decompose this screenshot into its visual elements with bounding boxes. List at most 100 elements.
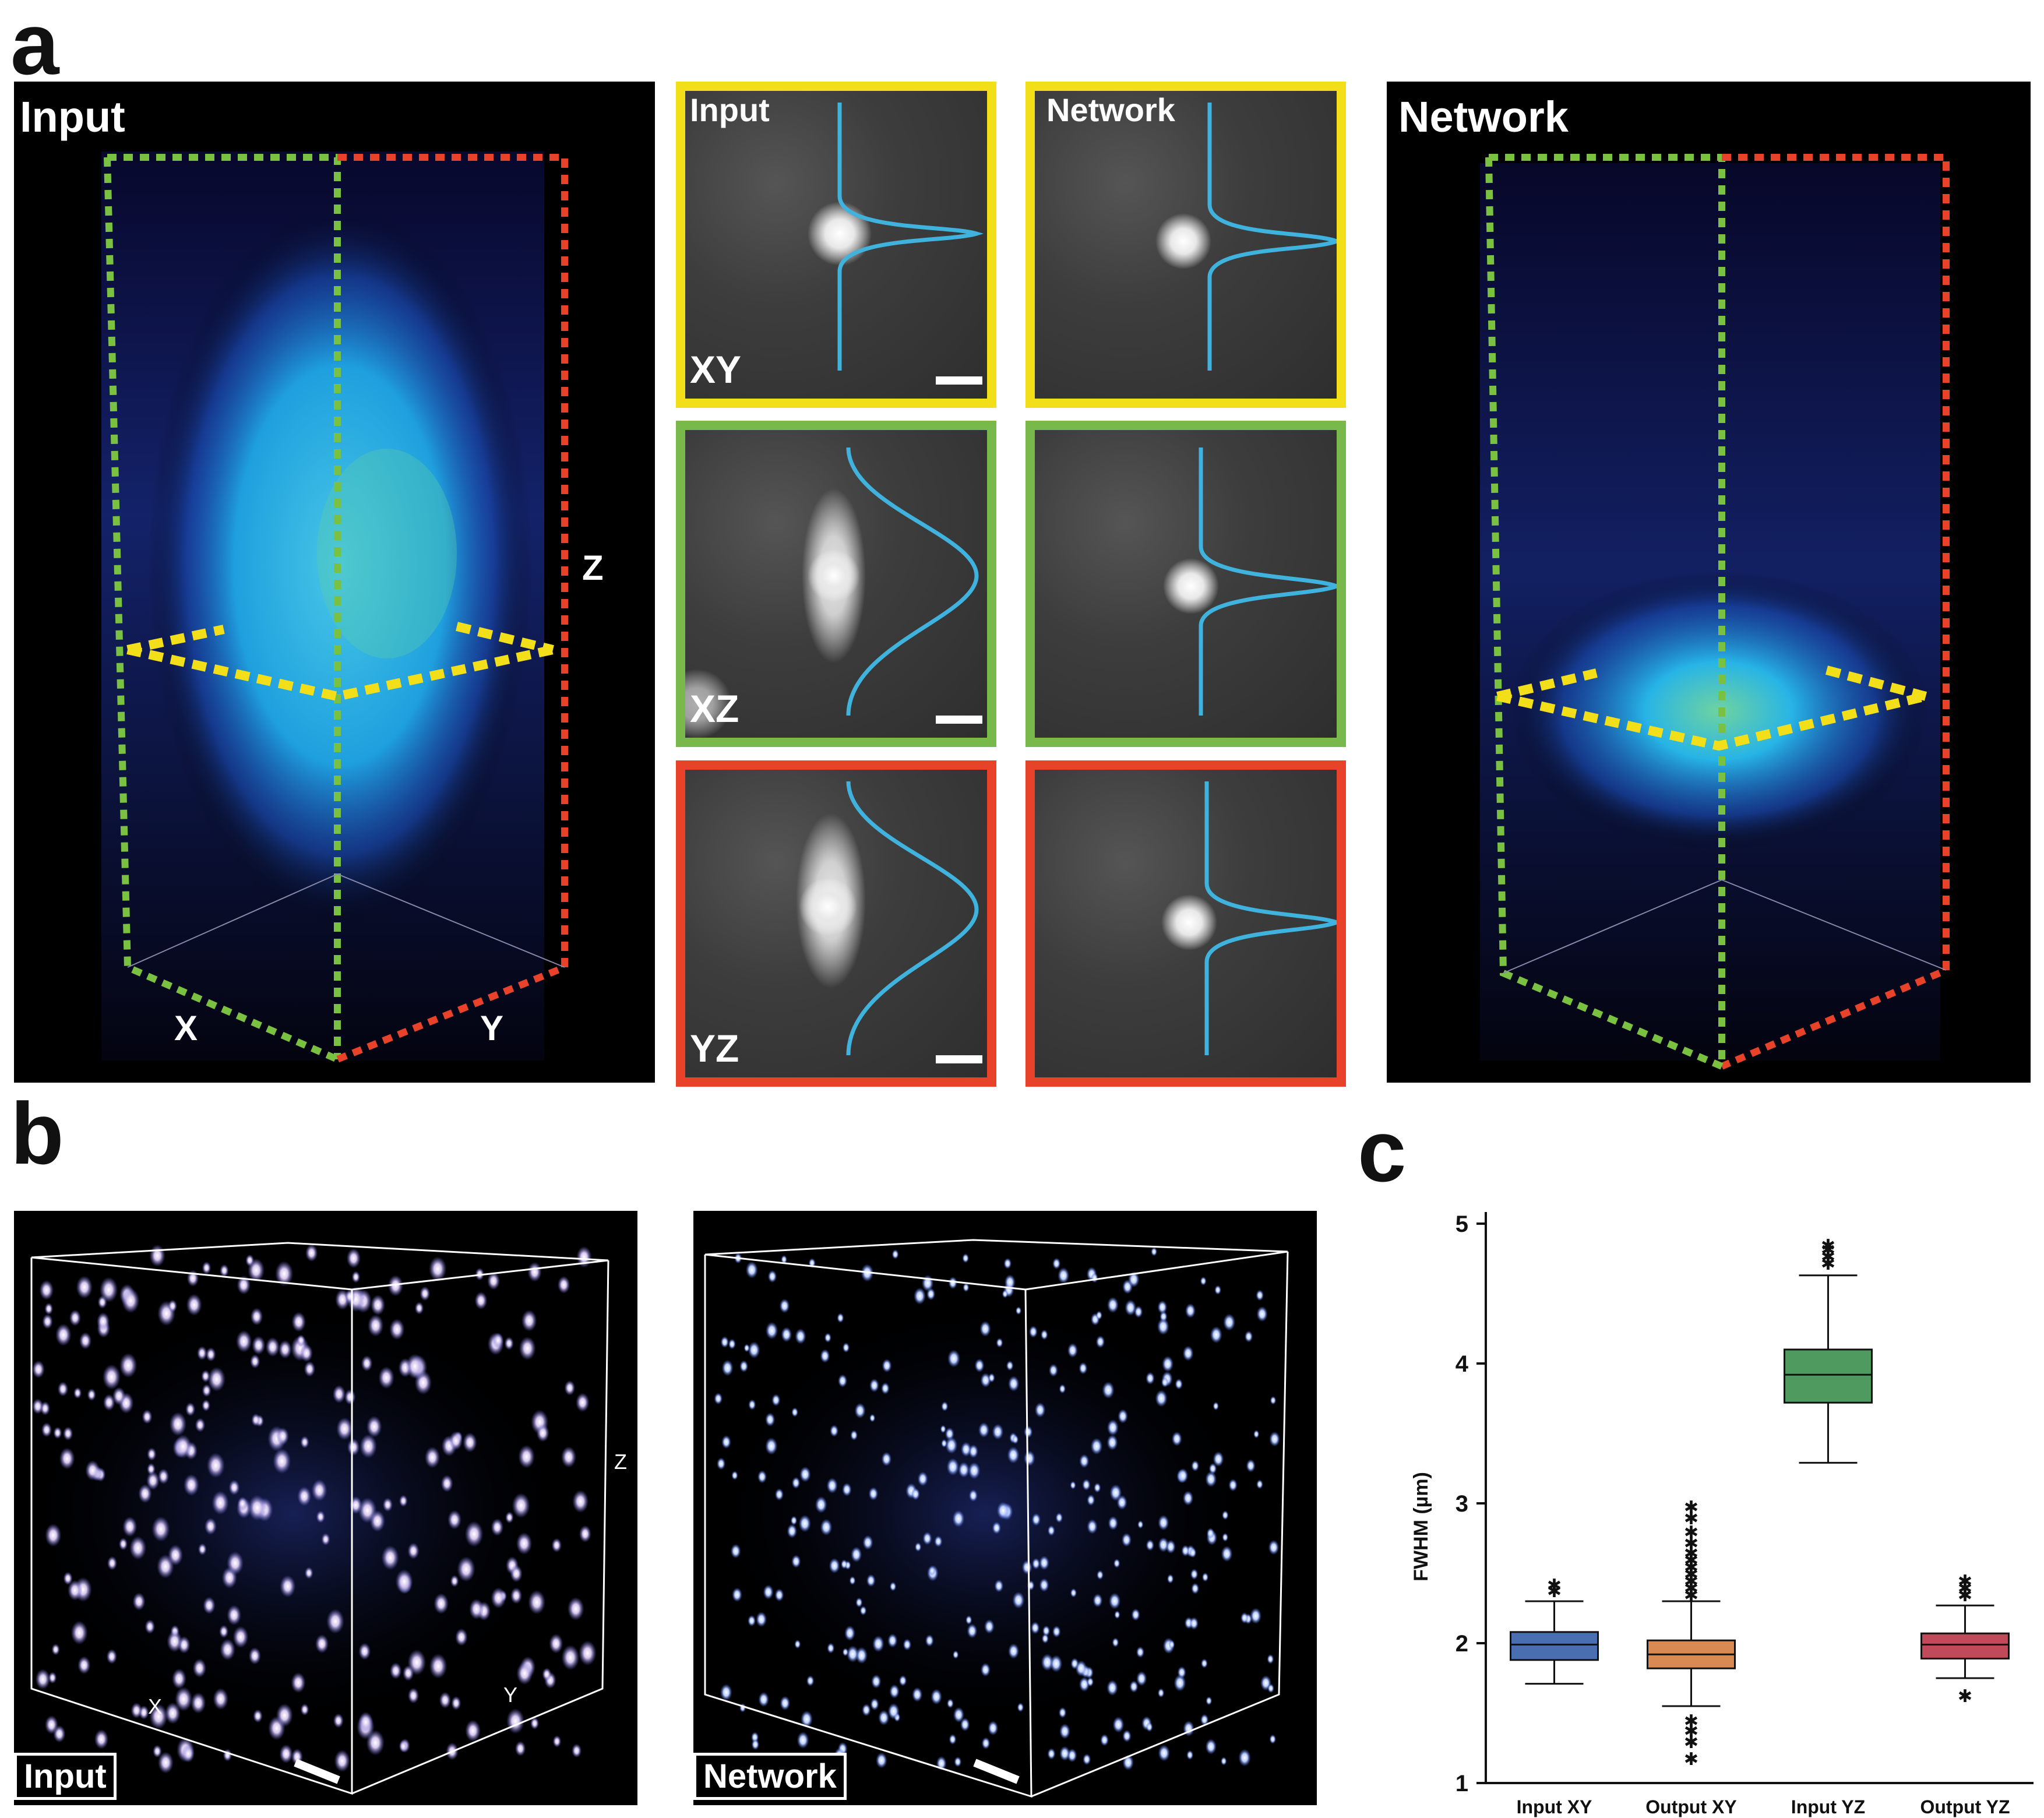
bead-spot	[407, 1542, 420, 1559]
bead-spot	[63, 1426, 73, 1441]
bead-spot	[521, 1309, 537, 1332]
bead-spot	[1151, 1247, 1158, 1256]
bead-spot	[414, 1302, 424, 1315]
bead-spot	[824, 1333, 831, 1343]
bead-spot	[1136, 1646, 1145, 1658]
bead-spot	[248, 1647, 261, 1665]
bead-spot	[59, 1447, 75, 1470]
bead-spot	[297, 1486, 312, 1506]
outlier-point: ✱	[1684, 1586, 1698, 1605]
bead-spot	[714, 1393, 723, 1405]
outlier-point: ✱	[1684, 1523, 1698, 1542]
tile-input-xz: XZ	[676, 421, 996, 747]
bead-spot	[720, 1683, 732, 1701]
bead-spot	[389, 1662, 402, 1679]
bead-spot	[366, 1415, 382, 1438]
bead-spot	[1223, 1313, 1236, 1331]
bead-spot	[45, 1523, 62, 1547]
bead-spot	[1155, 1390, 1168, 1407]
bead-spot	[1256, 1479, 1263, 1489]
bead-spot	[248, 1495, 267, 1521]
bead-spot	[1129, 1680, 1139, 1693]
bead-spot	[872, 1635, 884, 1653]
bead-spot	[826, 1478, 838, 1494]
bead-spot	[911, 1488, 920, 1500]
bead-spot	[1048, 1364, 1058, 1377]
bead-spot	[223, 1749, 232, 1761]
bead-spot	[992, 1521, 1002, 1534]
bead-spot	[85, 1460, 100, 1481]
tile-plane-xy: XY	[690, 348, 742, 391]
bead-spot	[758, 1692, 769, 1707]
bead-spot	[1083, 1753, 1091, 1766]
bead-spot	[1214, 1285, 1221, 1295]
bead-spot	[346, 1248, 361, 1269]
bead-spot	[1079, 1362, 1088, 1375]
bead-spot	[361, 1355, 373, 1372]
bead-spot	[528, 1590, 546, 1615]
tile-input-yz: YZ	[676, 760, 996, 1087]
bead-spot	[868, 1486, 879, 1501]
bead-spot	[1039, 1555, 1049, 1570]
tile-network-yz-svg	[1161, 781, 1337, 1055]
bead-spot	[745, 1261, 758, 1279]
bead-spot	[751, 1739, 760, 1750]
bead-spot	[333, 1713, 344, 1728]
bead-spot	[1031, 1621, 1040, 1634]
bead-spot	[988, 1721, 999, 1736]
bead-spot	[1047, 1748, 1056, 1760]
bead-spot	[774, 1588, 784, 1602]
bead-spot	[953, 1707, 964, 1723]
panel-letter-a: a	[10, 0, 59, 93]
bead-spot	[1267, 1683, 1274, 1693]
bead-spot	[579, 1525, 591, 1542]
bead-spot	[859, 1605, 867, 1616]
bead-spot	[779, 1298, 790, 1313]
bead-spot	[842, 1648, 849, 1657]
bead-spot	[106, 1649, 117, 1664]
bead-spot	[519, 1336, 536, 1361]
bead-spot	[1210, 1326, 1222, 1344]
bead-spot	[931, 1689, 942, 1705]
bead-spot	[250, 1354, 260, 1369]
bead-spot	[941, 1439, 947, 1448]
bead-spot	[1113, 1558, 1120, 1569]
outlier-point: ✱	[1958, 1586, 1972, 1605]
bead-spot	[889, 1581, 897, 1591]
bead-spot	[424, 1446, 440, 1468]
bead-spot	[842, 1482, 852, 1497]
outlier-point: ✱	[1821, 1255, 1835, 1274]
bead-spot	[1256, 1306, 1268, 1322]
bead-spot	[516, 1662, 533, 1685]
bead-spot	[576, 1393, 590, 1412]
bead-spot	[1040, 1329, 1048, 1340]
bead-spot	[878, 1710, 890, 1726]
bead-spot	[55, 1323, 72, 1346]
tile-network-xy-svg	[1155, 103, 1337, 371]
bead-spot	[202, 1384, 212, 1397]
bead-spot	[728, 1338, 736, 1350]
bead-spot	[406, 1354, 424, 1379]
bead-spot	[1112, 1637, 1119, 1647]
axis-y-label: Y	[480, 1009, 504, 1048]
bead-spot	[837, 1313, 844, 1323]
bead-spot	[958, 1461, 970, 1478]
bead-spot	[381, 1545, 399, 1570]
bead-spot	[253, 1709, 263, 1723]
bead-spot	[1007, 1446, 1020, 1464]
bead-spot	[1206, 1528, 1215, 1539]
bead-spot	[265, 1337, 280, 1357]
bead-spot	[112, 1387, 126, 1405]
bead-spot	[291, 1312, 306, 1332]
bead-spot	[887, 1633, 898, 1648]
bead-spot	[167, 1630, 182, 1653]
bead-spot	[948, 1276, 957, 1289]
x-category-label: Input XY	[1517, 1796, 1592, 1817]
bead-spot	[1102, 1381, 1115, 1399]
bead-spot	[321, 1533, 330, 1546]
bead-spot	[952, 1510, 965, 1528]
bead-spot	[1042, 1625, 1051, 1637]
bead-spot	[1200, 1658, 1208, 1668]
bead-spot	[530, 1717, 540, 1730]
bead-spot	[41, 1422, 52, 1438]
